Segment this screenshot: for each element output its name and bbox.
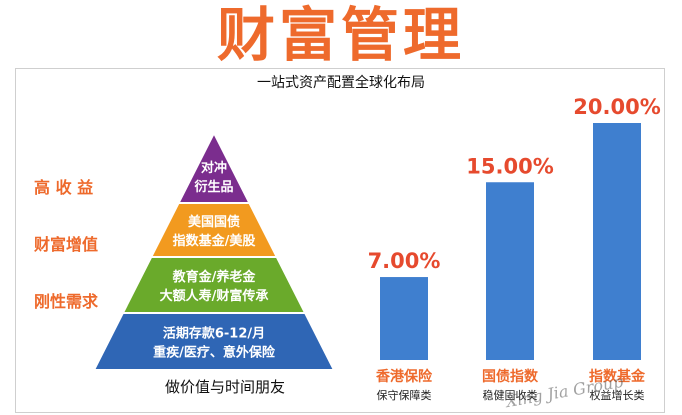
content-frame: [15, 68, 665, 413]
pyramid-tier-2-line1: 教育金/养老金: [172, 269, 257, 285]
bar-category-label-2: 指数基金: [589, 368, 646, 385]
bar-sublabel-0: 保守保障类: [377, 388, 432, 402]
bar-value-label-0: 7.00%: [368, 249, 441, 273]
bar-sublabel-1: 稳健固收类: [483, 388, 538, 402]
pyramid-tier-0-line1: 对冲: [201, 160, 227, 176]
pyramid-tier-3: [92, 312, 336, 371]
pyramid-tier-1-line1: 美国国债: [188, 214, 240, 230]
bar-category-label-1: 国债指数: [482, 368, 539, 385]
bar-2: [593, 123, 641, 360]
pyramid-tier-0-line2: 衍生品: [193, 179, 233, 195]
pyramid-tier-3-line2: 重疾/医疗、意外保险: [153, 345, 276, 361]
pyramid-caption: 做价值与时间朋友: [164, 378, 285, 396]
pyramid-side-label-essential-needs: 刚性需求: [34, 292, 99, 311]
page-title: 财富管理: [216, 1, 465, 69]
bar-0: [380, 277, 428, 360]
bar-1: [486, 182, 534, 360]
bar-sublabel-2: 权益增长类: [590, 388, 645, 402]
bar-value-label-2: 20.00%: [573, 95, 660, 119]
bar-value-label-1: 15.00%: [466, 154, 553, 178]
bar-category-label-0: 香港保险: [375, 368, 433, 385]
pyramid-tier-2: [121, 256, 307, 314]
pyramid-tier-3-line1: 活期存款6-12/月: [163, 326, 265, 342]
pyramid-side-label-high-yield: 高 收 益: [34, 178, 94, 197]
pyramid-side-label-wealth-growth: 财富增值: [34, 235, 99, 254]
page-subtitle: 一站式资产配置全球化布局: [257, 75, 425, 91]
pyramid-tier-1-line2: 指数基金/美股: [173, 233, 256, 249]
pyramid: 对冲衍生品美国国债指数基金/美股教育金/养老金大额人寿/财富传承活期存款6-12…: [92, 130, 336, 371]
pyramid-tier-2-line2: 大额人寿/财富传承: [160, 288, 269, 304]
